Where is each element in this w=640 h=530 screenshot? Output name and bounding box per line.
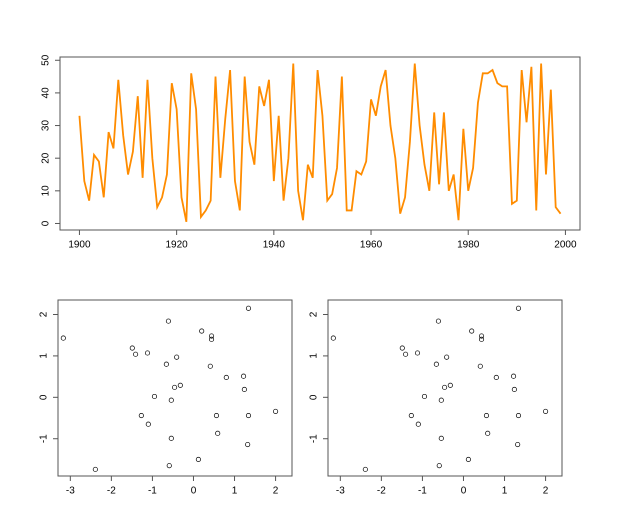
point [223, 374, 229, 380]
point [414, 350, 421, 356]
point [511, 386, 517, 392]
point [168, 397, 174, 403]
point [478, 336, 485, 342]
y-tick-label: 0 [39, 394, 50, 400]
y-tick-label: -1 [39, 434, 50, 443]
point [245, 441, 251, 448]
point [515, 412, 522, 419]
point [215, 430, 221, 436]
x-tick-label: -1 [418, 486, 427, 497]
point [433, 361, 439, 367]
x-tick-label: 1920 [166, 240, 189, 251]
point [403, 351, 409, 357]
y-tick-label: 0 [41, 220, 52, 226]
point [273, 408, 279, 414]
x-tick-label: 2 [273, 486, 279, 497]
x-tick-label: 1 [232, 486, 238, 497]
point [174, 354, 180, 360]
y-tick-label: 1 [309, 353, 320, 359]
point [133, 351, 139, 357]
y-tick-label: 10 [41, 185, 52, 197]
plot-box [327, 299, 563, 477]
point [166, 463, 172, 469]
x-tick-label: 1960 [360, 240, 383, 251]
point [477, 363, 483, 369]
x-tick-label: -2 [377, 486, 386, 497]
x-tick-label: -3 [66, 486, 75, 497]
x-tick-label: 0 [461, 486, 467, 497]
y-tick-label: 2 [39, 311, 50, 317]
point [241, 386, 247, 392]
point [208, 336, 215, 342]
data-line [78, 63, 562, 223]
point [408, 412, 414, 419]
point [144, 350, 151, 356]
point [515, 305, 522, 311]
point [438, 397, 444, 403]
point [478, 333, 485, 339]
point [469, 328, 475, 334]
y-tick-label: 40 [41, 87, 52, 99]
point [129, 345, 135, 351]
x-tick-label: 2000 [554, 240, 577, 251]
point [145, 421, 151, 427]
point [168, 435, 174, 441]
point [362, 466, 368, 472]
point [165, 318, 171, 324]
plot-box [59, 56, 581, 231]
x-tick-label: 1980 [457, 240, 480, 251]
point [138, 412, 144, 419]
x-tick-label: 2 [543, 486, 549, 497]
x-tick-label: 1900 [68, 240, 91, 251]
point [213, 412, 220, 419]
point [92, 466, 98, 472]
y-tick-label: 1 [39, 353, 50, 359]
point [515, 441, 521, 448]
point [447, 382, 453, 388]
point [241, 373, 247, 379]
x-tick-label: 1940 [263, 240, 286, 251]
point [60, 335, 66, 341]
x-tick-label: 0 [191, 486, 197, 497]
y-tick-label: 2 [309, 311, 320, 317]
point [163, 361, 169, 367]
point [485, 430, 491, 436]
point [483, 412, 490, 419]
y-tick-label: 0 [309, 394, 320, 400]
point [207, 363, 213, 369]
point [172, 384, 178, 390]
point [415, 421, 421, 427]
point [399, 345, 405, 351]
point [543, 408, 549, 414]
point [245, 412, 252, 419]
point [195, 456, 201, 462]
x-tick-label: 1 [502, 486, 508, 497]
point [435, 318, 441, 324]
point [208, 333, 215, 339]
point [465, 456, 471, 462]
point [421, 393, 428, 400]
y-tick-label: 50 [41, 54, 52, 66]
point [177, 382, 183, 388]
point [511, 373, 517, 379]
y-tick-label: 20 [41, 152, 52, 164]
point [436, 463, 442, 469]
point [330, 335, 336, 341]
point [151, 393, 158, 400]
point [493, 374, 499, 380]
point [199, 328, 205, 334]
point [438, 435, 444, 441]
x-tick-label: -1 [148, 486, 157, 497]
plot-box [57, 299, 293, 477]
y-tick-label: -1 [309, 434, 320, 443]
y-tick-label: 30 [41, 120, 52, 132]
point [442, 384, 448, 390]
x-tick-label: -2 [107, 486, 116, 497]
point [245, 305, 252, 311]
point [444, 354, 450, 360]
x-tick-label: -3 [336, 486, 345, 497]
